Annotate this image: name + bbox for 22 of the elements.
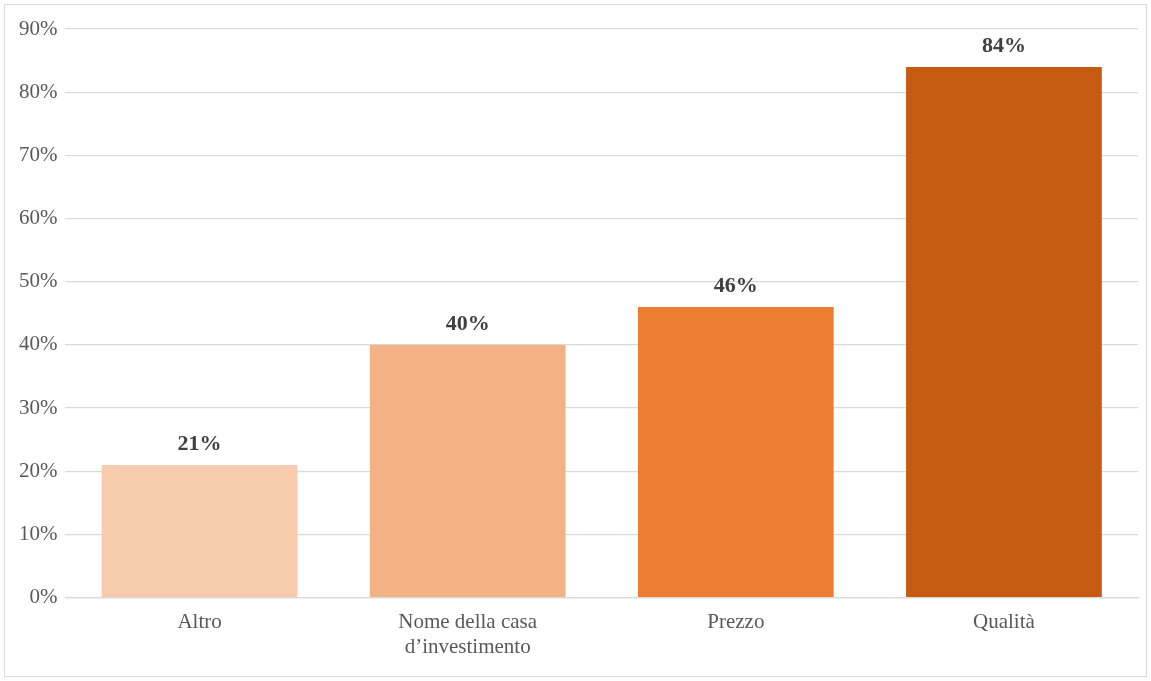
y-tick-label: 30% (18, 394, 58, 419)
data-label: 40% (445, 309, 490, 335)
y-tick-label: 50% (18, 268, 58, 293)
bar (906, 66, 1102, 597)
y-tick-label: 0% (29, 584, 58, 609)
y-tick-label: 90% (18, 15, 58, 40)
bar (637, 306, 834, 597)
x-tick-label: Qualità (973, 608, 1036, 633)
x-tick-label: Altro (177, 608, 222, 633)
data-label: 21% (177, 429, 222, 455)
bar (369, 344, 566, 597)
x-tick-label: Prezzo (707, 608, 765, 633)
bar (101, 464, 298, 597)
y-tick-label: 70% (18, 141, 58, 166)
data-label: 84% (981, 31, 1026, 57)
y-tick-label: 80% (18, 78, 58, 103)
data-label: 46% (713, 271, 758, 297)
y-tick-label: 60% (18, 205, 58, 230)
x-tick-label: Nome della casa d’investimento (398, 608, 538, 658)
y-tick-label: 40% (18, 331, 58, 356)
y-tick-label: 10% (18, 520, 58, 545)
y-tick-label: 20% (18, 457, 58, 482)
